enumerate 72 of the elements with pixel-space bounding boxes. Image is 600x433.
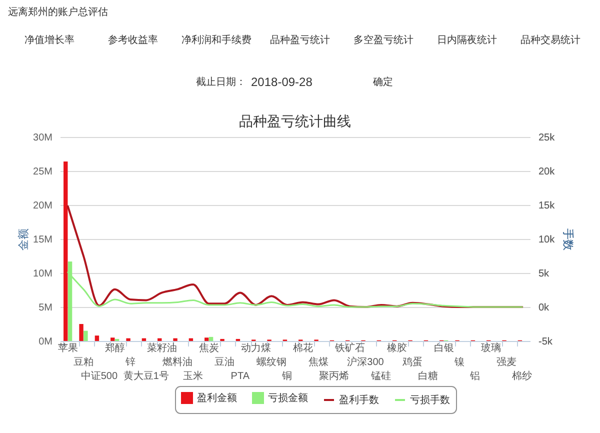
x-tick-label: 橡胶: [386, 342, 407, 354]
legend-label: 亏损手数: [410, 394, 450, 406]
y2-tick-label: -5k: [538, 336, 554, 348]
text: 多空盈亏统计: [353, 34, 414, 46]
x-tick-label: 黄大豆1号: [123, 370, 169, 382]
bar: [64, 161, 68, 341]
legend-label: 亏损金额: [268, 392, 308, 404]
y-tick-label: 30M: [33, 132, 52, 144]
x-tick-label: 白银: [434, 342, 454, 354]
bar: [79, 324, 84, 341]
x-tick-label: 焦煤: [308, 356, 328, 368]
chart-title: 品种盈亏统计曲线: [239, 113, 351, 129]
bar: [173, 338, 178, 341]
x-tick-label: 苹果: [58, 342, 78, 354]
text: 确定: [372, 76, 393, 88]
x-tick-label: 镍: [454, 356, 464, 368]
line-series: [66, 205, 524, 308]
y2-tick-label: 20k: [538, 166, 556, 178]
x-tick-label: 燃料油: [162, 356, 192, 368]
text: 参考收益率: [108, 34, 158, 46]
y-tick-label: 20M: [33, 200, 52, 212]
x-tick-label: PTA: [230, 371, 250, 382]
x-tick-label: 中证500: [80, 370, 118, 382]
text: 品种盈亏统计: [270, 34, 330, 46]
y2-axis-title: 手数: [562, 228, 575, 250]
bar: [204, 338, 209, 341]
text: 净利润和手续费: [182, 34, 252, 46]
legend-label: 盈利金额: [197, 392, 237, 404]
y2-tick-label: 0k: [538, 302, 550, 314]
x-tick-label: 菜籽油: [146, 342, 177, 354]
x-tick-label: 棉花: [292, 342, 313, 354]
y2-tick-label: 25k: [538, 132, 556, 144]
y2-tick-label: 10k: [538, 234, 556, 246]
bar: [94, 336, 100, 341]
x-tick-label: 豆粕: [74, 357, 94, 368]
y-tick-label: 15M: [33, 234, 52, 246]
text: 品种交易统计: [520, 34, 580, 46]
x-tick-label: 郑醇: [104, 342, 125, 354]
bar: [110, 338, 115, 341]
x-tick-label: 焦炭: [198, 342, 219, 354]
x-tick-label: 豆油: [214, 356, 234, 368]
x-tick-label: 玻璃: [480, 342, 501, 354]
text: 截止日期：: [196, 76, 246, 88]
x-tick-label: 铁矿石: [334, 342, 365, 354]
y-tick-label: 25M: [33, 166, 52, 178]
text: 远离郑州的账户总评估: [8, 6, 108, 18]
y-axis-title: 金额: [17, 228, 30, 250]
x-tick-label: 鸡蛋: [402, 356, 422, 368]
y-tick-label: 5M: [38, 302, 52, 314]
legend-label: 盈利手数: [339, 394, 379, 406]
y-tick-label: 0M: [38, 336, 52, 348]
bar: [208, 336, 214, 341]
y-tick-label: 10M: [33, 268, 52, 280]
bar: [126, 338, 130, 341]
y2-tick-label: 5k: [538, 268, 550, 280]
x-tick-label: 铝: [469, 371, 480, 382]
x-tick-label: 棉纱: [512, 370, 532, 382]
text: 净值增长率: [24, 34, 75, 46]
y2-tick-label: 15k: [538, 200, 556, 212]
x-tick-label: 聚丙烯: [319, 370, 350, 382]
x-tick-label: 锌: [124, 356, 136, 368]
x-tick-label: 强麦: [496, 356, 516, 368]
x-tick-label: 动力煤: [240, 342, 271, 354]
text: 日内隔夜统计: [436, 34, 497, 46]
x-tick-label: 铜: [281, 371, 292, 382]
x-tick-label: 锰硅: [370, 370, 392, 382]
x-tick-label: 沪深300: [347, 356, 384, 368]
x-tick-label: 玉米: [183, 370, 204, 382]
text: 2018-09-28: [251, 75, 313, 89]
bar: [84, 330, 88, 341]
x-tick-label: 白糖: [418, 370, 438, 382]
x-tick-label: 螺纹钢: [256, 356, 286, 368]
